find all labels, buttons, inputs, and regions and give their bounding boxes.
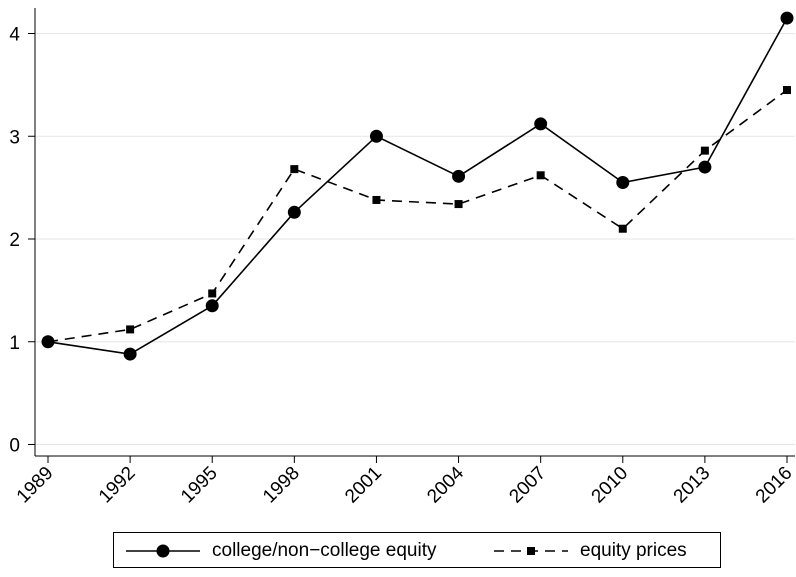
x-tick-label: 2010 [588,463,633,508]
series [41,11,794,361]
x-tick-label: 2001 [341,463,386,508]
gridlines [35,33,795,445]
data-point-series-1 [452,169,466,183]
y-tick-label: 3 [9,127,20,148]
x-tick-label: 1998 [259,463,304,508]
data-point-series-1 [780,11,794,25]
data-point-series-1 [369,129,383,143]
x-tick-label: 2004 [423,462,468,507]
data-point-series-2 [783,86,791,95]
data-point-series-2 [536,171,545,180]
series-line-2 [47,89,788,343]
x-tick-label: 1995 [177,463,222,508]
data-point-series-2 [208,289,217,298]
data-point-series-2 [618,224,627,233]
x-tick-label: 2013 [670,463,715,508]
data-point-series-1 [123,347,137,361]
data-point-series-2 [290,165,299,174]
series-line-1 [47,17,788,355]
data-point-series-1 [205,299,219,313]
legend-label: college/non−college equity [212,540,437,561]
y-tick-label: 2 [9,230,20,251]
legend: college/non−college equity equity prices [113,532,721,568]
data-point-series-1 [616,175,630,189]
x-tick-label: 1992 [95,463,140,508]
legend-item-series-1: college/non−college equity [126,533,436,569]
data-point-series-1 [287,205,301,219]
legend-swatch-solid-circle [126,544,200,558]
data-point-series-2 [44,337,52,346]
x-tick-label: 2016 [752,463,796,508]
legend-label: equity prices [580,540,687,561]
y-ticks: 0 1 2 3 4 [9,25,35,457]
y-tick-label: 4 [9,25,20,46]
legend-swatch-dashed-square [494,547,568,555]
data-point-series-1 [698,160,712,174]
data-point-series-2 [700,146,709,155]
data-point-series-1 [534,117,548,131]
data-point-series-2 [454,200,463,209]
data-point-series-2 [126,325,135,334]
y-tick-label: 1 [9,333,20,354]
x-ticks: 1989 1992 1995 1998 2001 2004 2007 2010 2013 2016 [13,456,796,507]
data-point-series-2 [372,195,381,204]
x-tick-label: 1989 [13,463,58,508]
x-tick-label: 2007 [505,463,550,508]
y-tick-label: 0 [9,436,20,457]
axes [34,8,795,457]
legend-item-series-2: equity prices [494,533,687,569]
